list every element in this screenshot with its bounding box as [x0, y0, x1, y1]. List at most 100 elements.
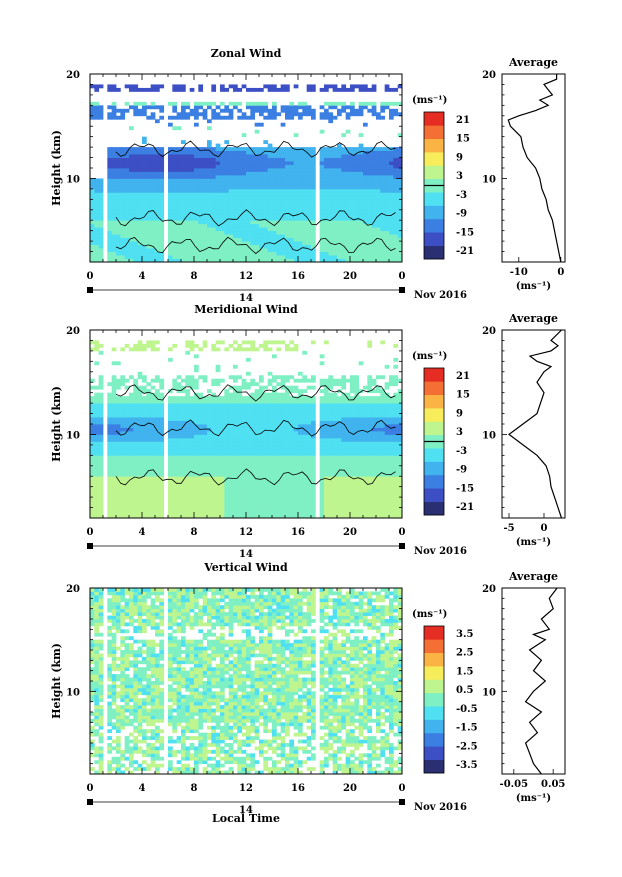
heatmap-cell: [298, 238, 303, 242]
heatmap-cell: [120, 455, 125, 459]
heatmap-cell: [233, 469, 238, 473]
heatmap-cell: [250, 424, 255, 428]
heatmap-cell: [116, 109, 121, 113]
heatmap-cell: [138, 469, 143, 473]
heatmap-cell: [380, 109, 385, 113]
heatmap-cell: [120, 403, 125, 407]
heatmap-cell: [155, 105, 160, 109]
heatmap-cell: [337, 441, 342, 445]
heatmap-cell: [385, 175, 390, 179]
heatmap-cell: [255, 347, 260, 351]
heatmap-cell: [133, 452, 138, 456]
heatmap-cell: [255, 469, 260, 473]
heatmap-cell: [168, 445, 173, 449]
heatmap-cell: [298, 372, 303, 376]
heatmap-cell: [367, 203, 372, 207]
heatmap-cell: [211, 347, 216, 351]
heatmap-cell: [142, 448, 147, 452]
heatmap-cell: [112, 165, 117, 169]
heatmap-cell: [99, 396, 104, 400]
heatmap-cell: [311, 438, 316, 442]
heatmap-cell: [112, 213, 117, 217]
heatmap-cell: [320, 497, 325, 501]
heatmap-cell: [281, 438, 286, 442]
heatmap-cell: [181, 171, 186, 175]
heatmap-cell: [211, 158, 216, 162]
heatmap-cell: [203, 151, 208, 155]
heatmap-cell: [337, 206, 342, 210]
heatmap-cell: [281, 178, 286, 182]
heatmap-cell: [90, 403, 95, 407]
heatmap-cell: [107, 414, 112, 418]
heatmap-cell: [255, 497, 260, 501]
heatmap-cell: [159, 407, 164, 411]
heatmap-cell: [125, 178, 130, 182]
heatmap-cell: [155, 234, 160, 238]
heatmap-cell: [194, 497, 199, 501]
heatmap-cell: [177, 501, 182, 505]
heatmap-cell: [220, 185, 225, 189]
heatmap-cell: [324, 175, 329, 179]
heatmap-cell: [320, 379, 325, 383]
heatmap-cell: [246, 407, 251, 411]
colorbar-swatch: [424, 112, 444, 126]
heatmap-cell: [203, 199, 208, 203]
heatmap-cell: [177, 255, 182, 259]
heatmap-cell: [211, 112, 216, 116]
heatmap-cell: [133, 255, 138, 259]
heatmap-cell: [90, 340, 95, 344]
heatmap-cell: [389, 196, 394, 200]
heatmap-cell: [216, 504, 221, 508]
heatmap-cell: [393, 255, 398, 259]
heatmap-cell: [333, 116, 338, 120]
heatmap-cell: [289, 434, 294, 438]
heatmap-cell: [94, 455, 99, 459]
heatmap-cell: [281, 459, 286, 463]
heatmap-cell: [203, 497, 208, 501]
heatmap-cell: [250, 154, 255, 158]
heatmap-cell: [242, 508, 247, 512]
heatmap-cell: [112, 182, 117, 186]
heatmap-cell: [211, 168, 216, 172]
heatmap-cell: [125, 165, 130, 169]
heatmap-cell: [203, 417, 208, 421]
heatmap-cell: [220, 511, 225, 515]
heatmap-cell: [229, 490, 234, 494]
heatmap-cell: [263, 154, 268, 158]
heatmap-cell: [237, 393, 242, 397]
heatmap-cell: [90, 252, 95, 256]
heatmap-cell: [211, 438, 216, 442]
heatmap-cell: [207, 168, 212, 172]
heatmap-cell: [216, 448, 221, 452]
heatmap-cell: [367, 109, 372, 113]
heatmap-cell: [216, 165, 221, 169]
heatmap-cell: [129, 165, 134, 169]
heatmap-cell: [302, 248, 307, 252]
heatmap-cell: [207, 438, 212, 442]
heatmap-cell: [259, 165, 264, 169]
heatmap-cell: [289, 175, 294, 179]
heatmap-cell: [229, 431, 234, 435]
heatmap-cell: [233, 175, 238, 179]
heatmap-cell: [337, 427, 342, 431]
heatmap-cell: [90, 448, 95, 452]
heatmap-cell: [112, 199, 117, 203]
heatmap-cell: [155, 462, 160, 466]
heatmap-cell: [346, 168, 351, 172]
heatmap-cell: [259, 220, 264, 224]
heatmap-cell: [268, 431, 273, 435]
heatmap-cell: [116, 441, 121, 445]
heatmap-cell: [172, 88, 177, 92]
heatmap-cell: [142, 206, 147, 210]
heatmap-cell: [155, 379, 160, 383]
heatmap-cell: [224, 241, 229, 245]
heatmap-cell: [372, 105, 377, 109]
heatmap-cell: [242, 199, 247, 203]
heatmap-cell: [107, 217, 112, 221]
heatmap-cell: [320, 203, 325, 207]
heatmap-cell: [120, 487, 125, 491]
heatmap-cell: [250, 448, 255, 452]
heatmap-cell: [151, 206, 156, 210]
heatmap-cell: [272, 203, 277, 207]
heatmap-cell: [194, 438, 199, 442]
